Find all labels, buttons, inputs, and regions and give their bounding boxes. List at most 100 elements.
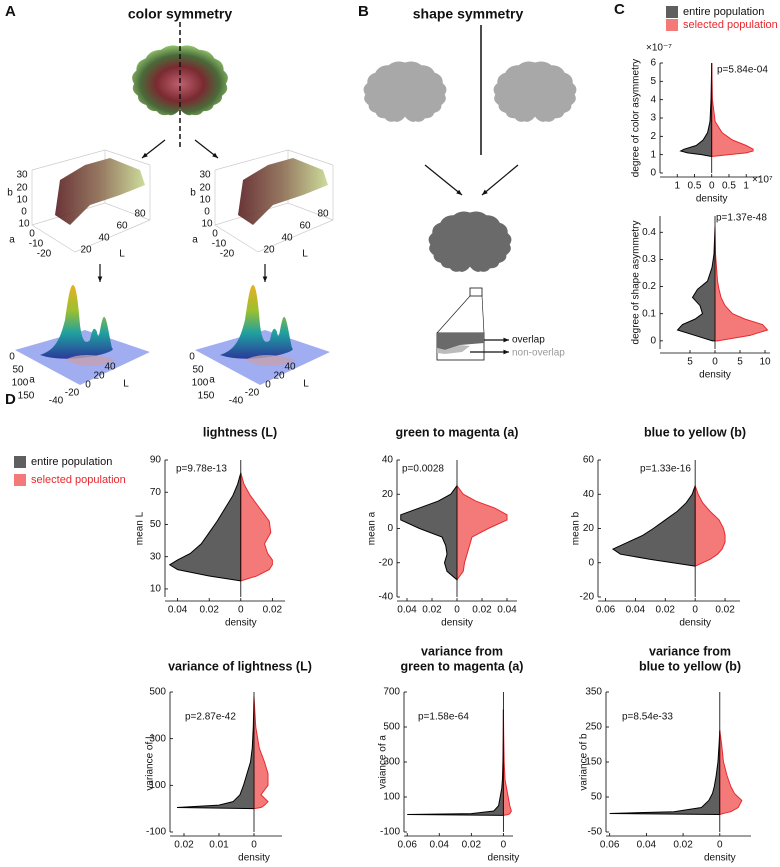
violin (714, 226, 769, 342)
panel-letter: A (5, 3, 16, 20)
x-tick-label: 0.06 (596, 605, 616, 616)
axis-tick-label: 0 (265, 380, 271, 391)
x-tick-label: 0.02 (673, 840, 693, 851)
inset-marker (469, 287, 483, 297)
y-tick-label: -40 (379, 592, 394, 603)
surface-peaks (40, 285, 113, 359)
panel-title: shape symmetry (413, 6, 524, 22)
axis-tick-label: 100 (12, 378, 29, 389)
x-tick-label: 0.02 (462, 840, 482, 851)
y-tick-label: -100 (146, 827, 166, 838)
axis-tick-label: 30 (16, 170, 28, 181)
x-tick-label: 0.02 (715, 605, 735, 616)
x-tick-label: 0.02 (263, 605, 283, 616)
x-tick-label: 0 (501, 840, 507, 851)
violin (611, 485, 696, 567)
y-tick-label: 250 (585, 722, 602, 733)
y-tick-label: 10 (150, 584, 162, 595)
x-tick-label: 0.04 (168, 605, 188, 616)
violin (679, 62, 713, 158)
panel-letter: C (614, 1, 625, 18)
y-axis-label: variance of b (579, 733, 590, 791)
inset-nonoverlap (437, 345, 470, 354)
y-tick-label: 500 (149, 687, 166, 698)
violin (711, 62, 754, 158)
x-tick-label: 0.01 (209, 840, 229, 851)
y-tick-label: 4 (650, 94, 656, 105)
axis-tick-label: 0 (189, 352, 195, 363)
violin (407, 709, 504, 816)
x-tick-label: 0.04 (637, 840, 657, 851)
y-tick-label: 0 (650, 335, 656, 346)
y-axis-label: mean L (135, 511, 146, 545)
axis-tick-label: 20 (93, 371, 105, 382)
chart-title: variance from (649, 644, 731, 658)
y-tick-label: 300 (383, 757, 400, 768)
violin (176, 696, 255, 810)
x-tick-label: 0 (709, 181, 715, 192)
x-axis-label: density (488, 853, 520, 864)
panel-letter: D (5, 391, 16, 408)
legend-swatch (14, 474, 26, 486)
violin (456, 484, 508, 582)
x-tick-label: 5 (687, 357, 693, 368)
y-axis-label: vaiance of a (378, 735, 389, 789)
axis-tick-label: L (302, 249, 308, 260)
legend-swatch (666, 19, 678, 31)
legend-label: selected population (31, 474, 126, 486)
y-tick-label: 0.4 (642, 227, 656, 238)
y-tick-label: 100 (149, 780, 166, 791)
scatter-frame (31, 149, 151, 253)
axis-tick-label: 20 (16, 183, 28, 194)
axis-tick-label: -20 (245, 388, 260, 399)
x-tick-label: 0.04 (497, 605, 517, 616)
inset-link (436, 295, 471, 334)
axis-tick-label: L (123, 379, 129, 390)
y-tick-label: 0.3 (642, 254, 656, 265)
axis-tick-label: a (29, 375, 35, 386)
surface-shadow (65, 355, 115, 366)
x-tick-label: 0.5 (688, 181, 702, 192)
legend-swatch (666, 6, 678, 18)
x-tick-label: 0 (238, 605, 244, 616)
scatter-cloud (238, 158, 328, 225)
violin (676, 226, 716, 342)
arrow (481, 164, 519, 196)
surface-peaks (220, 285, 293, 359)
axis-tick-label: 20 (199, 183, 211, 194)
x-tick-label: 0.04 (430, 840, 450, 851)
axis-tick-label: -20 (65, 388, 80, 399)
p-value: p=9.78e-13 (176, 464, 227, 475)
axis-tick-label: 50 (192, 365, 204, 376)
legend-label: selected population (683, 19, 778, 31)
y-tick-label: -20 (379, 557, 394, 568)
x-axis-label: density (225, 618, 257, 629)
axis-tick-label: 0 (85, 380, 91, 391)
p-value: p=1.58e-64 (418, 712, 469, 723)
axis-tick-label: 10 (201, 219, 213, 230)
chart-title: blue to yellow (b) (639, 659, 741, 673)
violin (502, 709, 512, 816)
y-tick-label: 0 (650, 168, 656, 179)
y-tick-label: 0 (387, 523, 393, 534)
x-tick-label: 1 (674, 181, 680, 192)
axis-tick-label: 0 (9, 352, 15, 363)
axis-tick-label: -40 (49, 396, 64, 407)
x-axis-label: density (679, 618, 711, 629)
y-tick-label: 3 (650, 113, 656, 124)
legend-swatch (14, 456, 26, 468)
y-axis-label: variance of L (145, 733, 156, 791)
y-tick-label: 50 (591, 792, 603, 803)
y-tick-label: -50 (588, 827, 603, 838)
inset-link (481, 295, 485, 334)
y-tick-label: 0.1 (642, 308, 656, 319)
y-tick-label: 60 (583, 455, 595, 466)
axis-tick-label: 10 (18, 219, 30, 230)
y-tick-label: 2 (650, 131, 656, 142)
y-tick-label: -20 (580, 592, 595, 603)
violin (400, 484, 458, 581)
p-value: p=5.84e-04 (717, 65, 768, 76)
y-tick-label: 40 (583, 489, 595, 500)
axis-tick-label: L (303, 379, 309, 390)
